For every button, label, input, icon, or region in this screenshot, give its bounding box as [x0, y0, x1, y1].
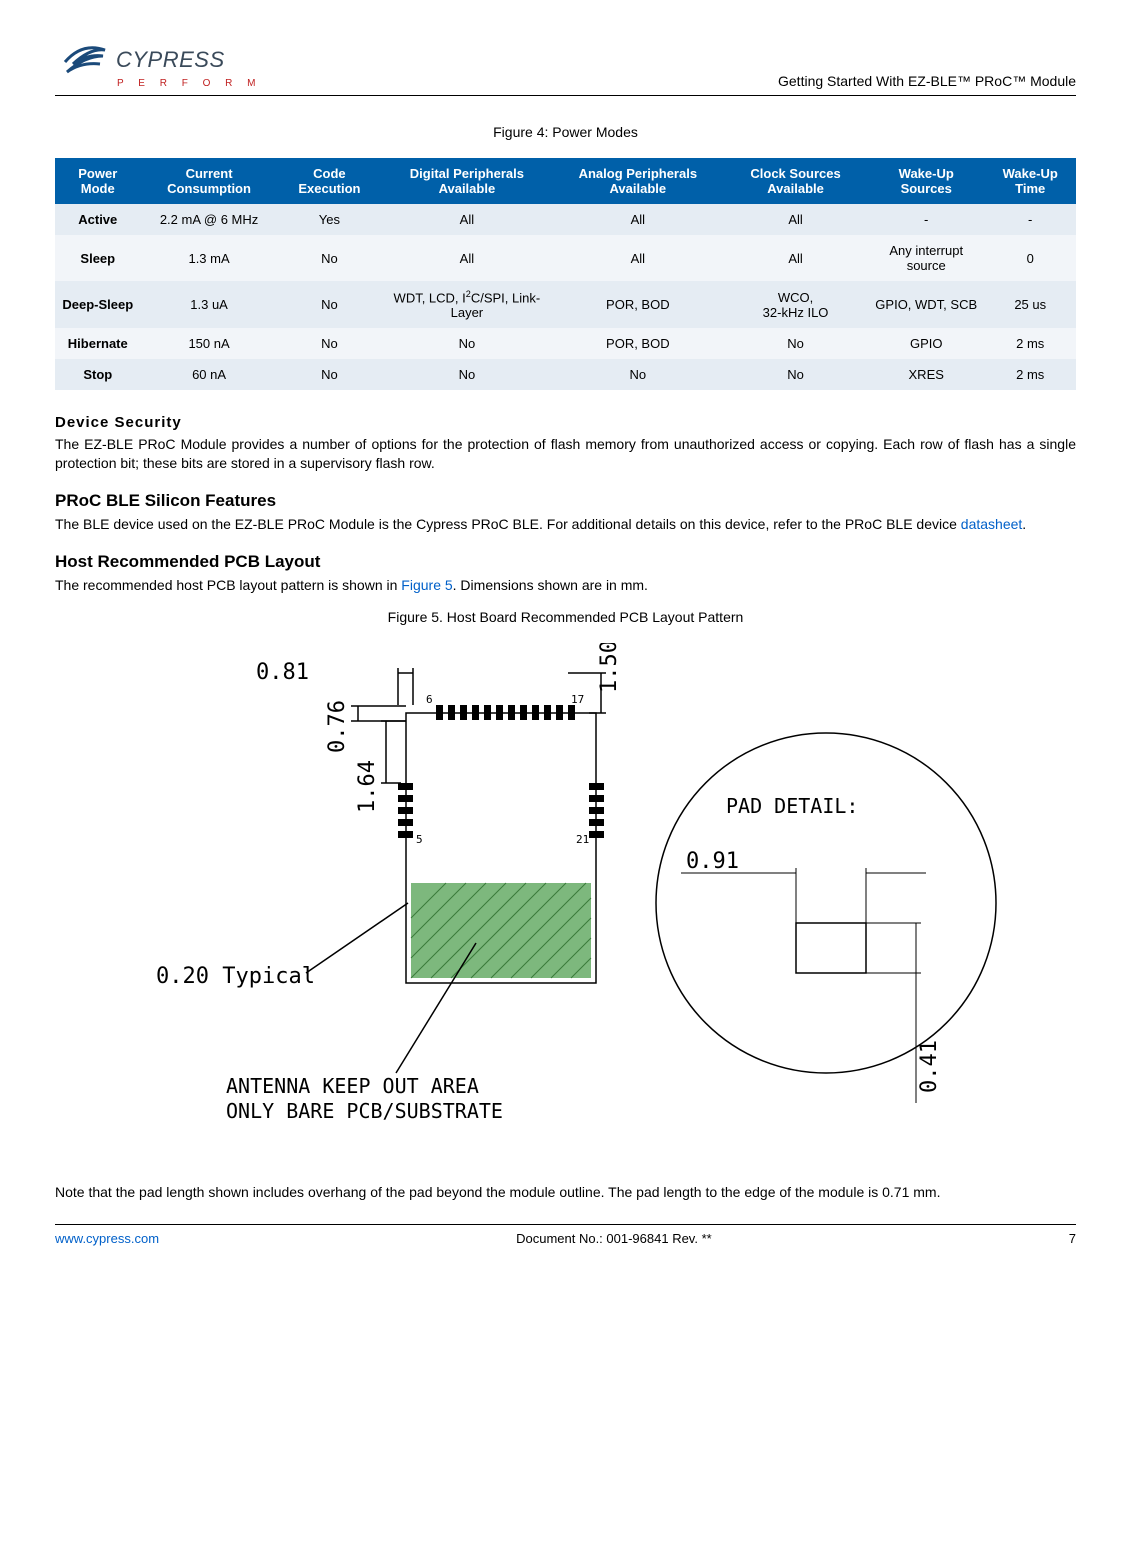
th-analog: Analog Peripherals Available — [553, 158, 724, 204]
table-cell: 60 nA — [141, 359, 278, 390]
th-wakeup-src: Wake-Up Sources — [868, 158, 984, 204]
footer-url[interactable]: www.cypress.com — [55, 1231, 159, 1246]
heading-pcb-layout: Host Recommended PCB Layout — [55, 552, 1076, 572]
table-cell: XRES — [868, 359, 984, 390]
table-row: Active2.2 mA @ 6 MHzYesAllAllAll-- — [55, 204, 1076, 235]
table-cell: No — [278, 359, 382, 390]
table-cell: 0 — [984, 235, 1076, 281]
table-cell: 1.3 uA — [141, 281, 278, 328]
table-cell: No — [723, 328, 868, 359]
table-cell: - — [984, 204, 1076, 235]
keepout-line1: ANTENNA KEEP OUT AREA — [226, 1074, 479, 1098]
dim-091: 0.91 — [686, 849, 739, 874]
pcb-text-pre: The recommended host PCB layout pattern … — [55, 577, 401, 593]
para-device-security: The EZ-BLE PRoC Module provides a number… — [55, 435, 1076, 473]
table-cell: - — [868, 204, 984, 235]
table-cell: Hibernate — [55, 328, 141, 359]
table-cell: Yes — [278, 204, 382, 235]
logo-text: CYPRESS — [116, 47, 225, 73]
footer-docnum: Document No.: 001-96841 Rev. ** — [516, 1231, 712, 1246]
table-cell: 25 us — [984, 281, 1076, 328]
table-cell: No — [278, 281, 382, 328]
table-cell: 2 ms — [984, 359, 1076, 390]
proc-text-post: . — [1022, 516, 1026, 532]
page-header: CYPRESS P E R F O R M Getting Started Wi… — [55, 40, 1076, 96]
table-cell: Any interrupt source — [868, 235, 984, 281]
datasheet-link[interactable]: datasheet — [961, 516, 1023, 532]
logo-subtext: P E R F O R M — [117, 78, 262, 89]
table-cell: All — [553, 204, 724, 235]
pad-note: Note that the pad length shown includes … — [55, 1183, 1076, 1202]
heading-proc-features: PRoC BLE Silicon Features — [55, 491, 1076, 511]
table-cell: POR, BOD — [553, 281, 724, 328]
para-proc-features: The BLE device used on the EZ-BLE PRoC M… — [55, 515, 1076, 534]
pad-detail-label: PAD DETAIL: — [726, 794, 858, 818]
proc-text-pre: The BLE device used on the EZ-BLE PRoC M… — [55, 516, 961, 532]
table-cell: No — [278, 328, 382, 359]
table-cell: No — [381, 359, 552, 390]
th-power-mode: Power Mode — [55, 158, 141, 204]
table-row: Hibernate150 nANoNoPOR, BODNoGPIO2 ms — [55, 328, 1076, 359]
table-cell: POR, BOD — [553, 328, 724, 359]
logo: CYPRESS P E R F O R M — [55, 40, 262, 89]
table-row: Sleep1.3 mANoAllAllAllAny interrupt sour… — [55, 235, 1076, 281]
table-cell: Stop — [55, 359, 141, 390]
dim-081: 0.81 — [256, 660, 309, 685]
table-row: Deep-Sleep1.3 uANoWDT, LCD, I2C/SPI, Lin… — [55, 281, 1076, 328]
keepout-line2: ONLY BARE PCB/SUBSTRATE — [226, 1099, 503, 1123]
figure5-drawing: 0.81 0.76 1.64 1.50 0.20 Typical ANTENNA… — [55, 643, 1076, 1173]
table-cell: 150 nA — [141, 328, 278, 359]
footer-page: 7 — [1069, 1231, 1076, 1246]
pin-6: 6 — [426, 693, 433, 706]
table-cell: No — [381, 328, 552, 359]
table-cell: 2.2 mA @ 6 MHz — [141, 204, 278, 235]
table-cell: 2 ms — [984, 328, 1076, 359]
table-cell: GPIO — [868, 328, 984, 359]
th-code-exec: Code Execution — [278, 158, 382, 204]
page-footer: www.cypress.com Document No.: 001-96841 … — [55, 1224, 1076, 1246]
table-cell: All — [381, 235, 552, 281]
table-cell: All — [553, 235, 724, 281]
table-cell: No — [278, 235, 382, 281]
figure5-link[interactable]: Figure 5 — [401, 577, 452, 593]
pcb-layout-svg: 0.81 0.76 1.64 1.50 0.20 Typical ANTENNA… — [126, 643, 1006, 1173]
heading-device-security: Device Security — [55, 414, 1076, 431]
pin-21: 21 — [576, 833, 589, 846]
dim-typical: 0.20 Typical — [156, 964, 315, 989]
th-current: Current Consumption — [141, 158, 278, 204]
table-cell: All — [381, 204, 552, 235]
dim-041: 0.41 — [917, 1040, 942, 1093]
table-cell: No — [723, 359, 868, 390]
pcb-text-post: . Dimensions shown are in mm. — [453, 577, 648, 593]
th-wakeup-time: Wake-Up Time — [984, 158, 1076, 204]
para-pcb-layout: The recommended host PCB layout pattern … — [55, 576, 1076, 595]
dim-164: 1.64 — [355, 760, 380, 813]
table-cell: All — [723, 204, 868, 235]
figure5-caption: Figure 5. Host Board Recommended PCB Lay… — [55, 609, 1076, 625]
power-modes-table: Power Mode Current Consumption Code Exec… — [55, 158, 1076, 390]
table-cell: Sleep — [55, 235, 141, 281]
table-row: Stop60 nANoNoNoNoXRES2 ms — [55, 359, 1076, 390]
table-cell: No — [553, 359, 724, 390]
table-cell: All — [723, 235, 868, 281]
table-cell: 1.3 mA — [141, 235, 278, 281]
dim-076: 0.76 — [325, 700, 350, 753]
dim-150: 1.50 — [597, 643, 622, 693]
figure4-caption: Figure 4: Power Modes — [55, 124, 1076, 140]
pin-5: 5 — [416, 833, 423, 846]
document-title: Getting Started With EZ-BLE™ PRoC™ Modul… — [778, 73, 1076, 89]
th-digital: Digital Peripherals Available — [381, 158, 552, 204]
cypress-swirl-icon — [55, 40, 110, 80]
table-cell: Active — [55, 204, 141, 235]
table-cell: WDT, LCD, I2C/SPI, Link-Layer — [381, 281, 552, 328]
table-cell: GPIO, WDT, SCB — [868, 281, 984, 328]
table-cell: Deep-Sleep — [55, 281, 141, 328]
logo-top: CYPRESS — [55, 40, 225, 80]
th-clock: Clock Sources Available — [723, 158, 868, 204]
table-cell: WCO,32-kHz ILO — [723, 281, 868, 328]
table-header-row: Power Mode Current Consumption Code Exec… — [55, 158, 1076, 204]
pin-17: 17 — [571, 693, 584, 706]
